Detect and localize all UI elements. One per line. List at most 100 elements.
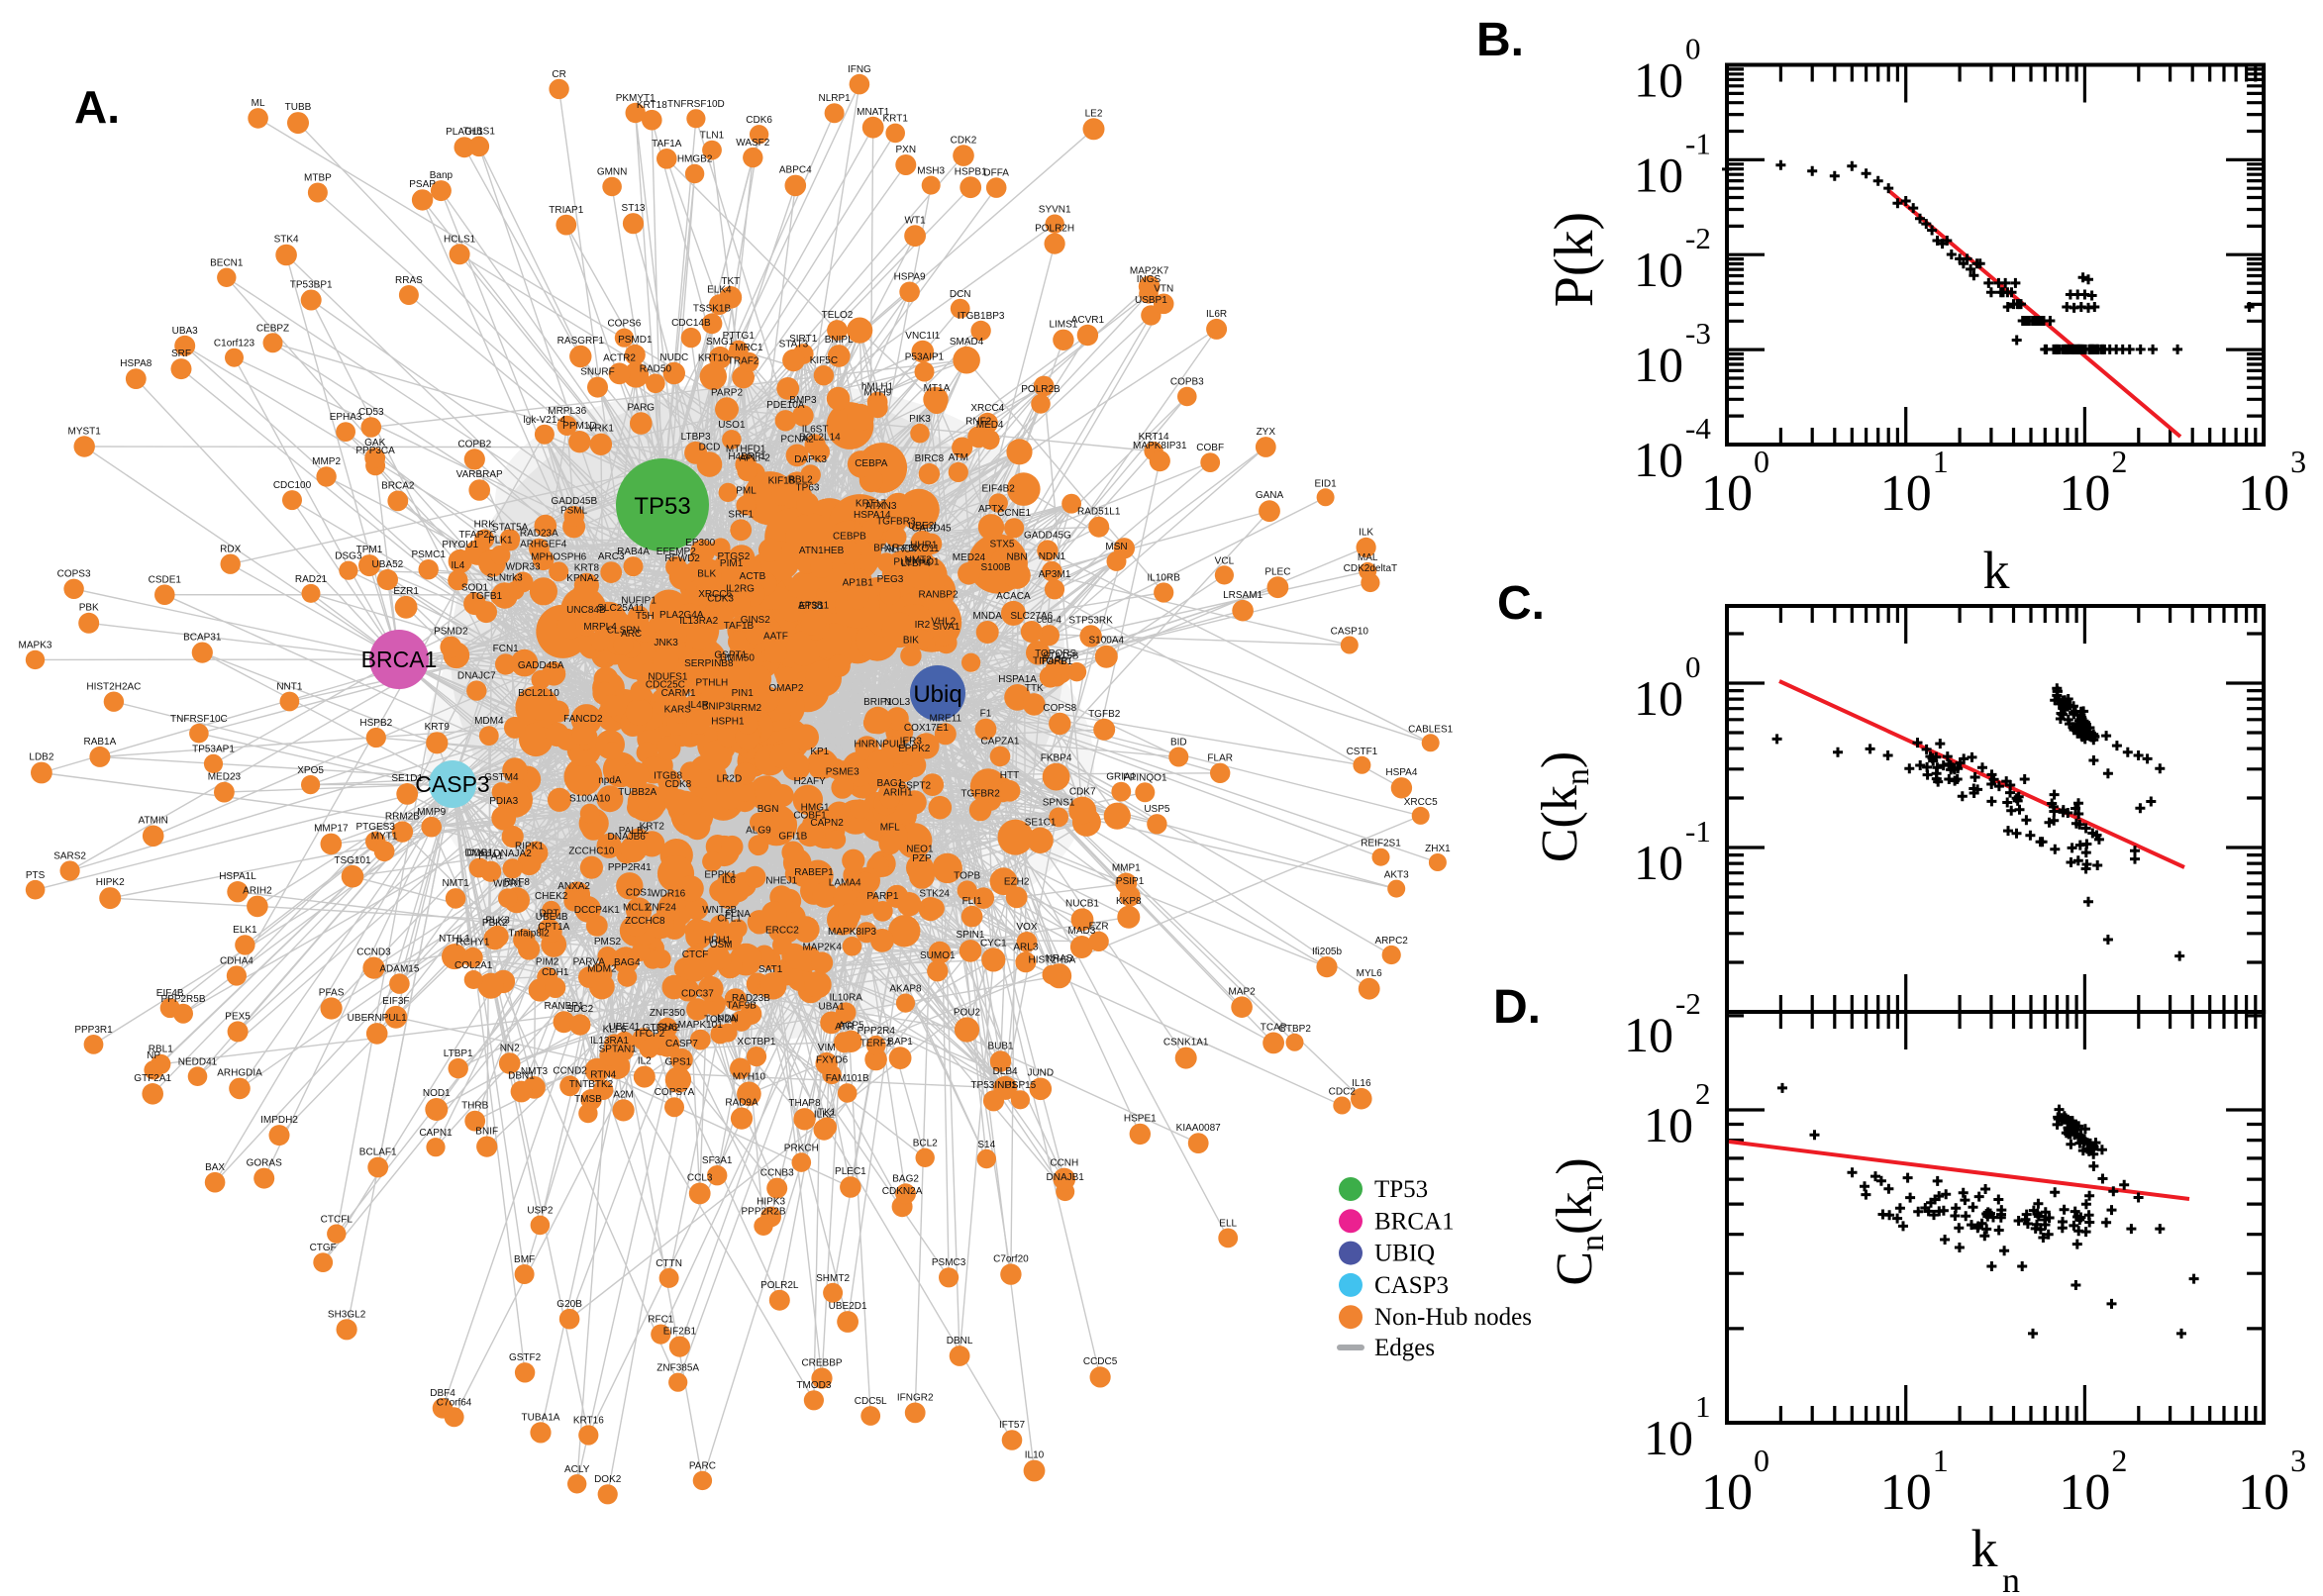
svg-text:NOD1: NOD1 [423,1088,451,1099]
svg-text:Ubiq: Ubiq [913,681,961,708]
svg-text:HSPA4: HSPA4 [1385,767,1417,778]
svg-text:FLAR: FLAR [1207,753,1233,764]
svg-text:PLK3: PLK3 [485,916,510,927]
svg-text:LTBP1: LTBP1 [444,1048,473,1059]
svg-text:SPNS1: SPNS1 [1043,798,1075,809]
svg-text:TOP2A: TOP2A [704,1014,737,1025]
svg-text:MFL: MFL [880,823,900,834]
svg-text:MAL: MAL [1358,552,1378,563]
svg-text:PEX5: PEX5 [225,1012,251,1023]
svg-text:GTBP2: GTBP2 [1278,1024,1311,1035]
svg-text:10: 10 [1634,835,1683,890]
svg-text:PTTG1: PTTG1 [723,331,756,342]
svg-text:VRK1: VRK1 [588,424,615,435]
svg-text:GFI1B: GFI1B [778,832,807,843]
svg-text:COPS6: COPS6 [607,319,641,330]
svg-text:HSPA1L: HSPA1L [219,871,256,882]
svg-text:UNC84B: UNC84B [566,605,606,616]
svg-text:npdA: npdA [598,775,622,786]
svg-text:BRCA2: BRCA2 [381,480,415,491]
svg-text:RAD21: RAD21 [295,574,328,585]
svg-text:HIST2H3A: HIST2H3A [1029,955,1076,966]
svg-text:DCN: DCN [950,289,971,300]
svg-text:F1: F1 [980,709,992,720]
svg-text:BID: BID [1170,738,1187,748]
svg-text:FXYD6: FXYD6 [816,1055,849,1066]
svg-text:CCNH: CCNH [1050,1158,1078,1169]
svg-text:ARIH2: ARIH2 [243,886,272,897]
svg-text:BCLAF1: BCLAF1 [359,1147,397,1158]
svg-text:FAM101B: FAM101B [826,1073,869,1084]
svg-text:SERPINB8: SERPINB8 [684,658,734,669]
svg-text:PMS2: PMS2 [594,937,622,948]
svg-text:PSMD1: PSMD1 [618,335,653,346]
svg-text:CTGF: CTGF [310,1243,337,1253]
svg-text:EP300: EP300 [685,538,715,549]
svg-text:TAF1A: TAF1A [652,139,682,150]
svg-text:10: 10 [2059,1464,2110,1521]
svg-text:k: k [1983,541,2010,600]
svg-text:C7orf64: C7orf64 [437,1397,472,1408]
svg-text:HIST2H2AC: HIST2H2AC [86,682,141,693]
svg-text:CCND3: CCND3 [356,947,391,957]
svg-text:BCAP31: BCAP31 [183,632,222,643]
svg-text:TRIAP1: TRIAP1 [549,205,583,216]
svg-text:NMT1: NMT1 [442,878,469,889]
svg-text:COPS3: COPS3 [57,569,91,580]
svg-text:PSIP1: PSIP1 [1116,876,1145,887]
svg-text:DNAJB1: DNAJB1 [1047,1172,1085,1183]
svg-text:BAG1: BAG1 [877,778,904,789]
svg-text:NHEJ1: NHEJ1 [765,875,797,886]
svg-text:DOK2: DOK2 [594,1474,622,1485]
svg-text:DBN1: DBN1 [508,1071,535,1082]
svg-text:BCL2: BCL2 [913,1139,938,1149]
svg-text:CCL3: CCL3 [687,1173,713,1184]
svg-text:2: 2 [1695,1076,1711,1111]
svg-text:IL2: IL2 [638,1056,652,1067]
svg-text:STX5: STX5 [989,540,1014,550]
svg-text:CEBPB: CEBPB [833,532,866,543]
svg-text:C(kn): C(kn) [1532,751,1596,862]
svg-text:ELK4: ELK4 [707,284,732,295]
svg-text:KIAA0087: KIAA0087 [1176,1123,1221,1134]
svg-text:Tnfaip8l2: Tnfaip8l2 [509,928,551,939]
svg-text:ELL: ELL [1219,1219,1237,1230]
svg-text:10: 10 [1634,52,1683,108]
svg-text:IL10RA: IL10RA [830,993,863,1004]
svg-text:USBP1: USBP1 [1135,295,1167,306]
svg-text:PBK: PBK [79,603,99,614]
svg-text:MYH9: MYH9 [864,387,892,398]
svg-text:PPP2R41: PPP2R41 [608,862,652,873]
svg-text:TUBB: TUBB [285,102,312,113]
svg-text:BCL2L10: BCL2L10 [518,688,559,699]
svg-text:PARP2: PARP2 [711,387,743,398]
svg-text:10: 10 [1701,465,1753,522]
svg-text:TGFBR2: TGFBR2 [960,789,1000,800]
svg-text:SAT1: SAT1 [758,964,783,975]
svg-text:USO1: USO1 [718,420,746,431]
svg-text:DCCP4K1: DCCP4K1 [574,905,621,916]
svg-text:MYH10: MYH10 [733,1072,766,1083]
svg-text:S100B: S100B [980,562,1010,573]
svg-text:TP53: TP53 [634,493,690,520]
svg-text:PEG3: PEG3 [877,574,904,585]
svg-text:COBF1: COBF1 [793,810,827,821]
svg-text:H4BRF1: H4BRF1 [728,451,766,462]
svg-text:PZP: PZP [912,853,932,864]
svg-text:TNFRSF10D: TNFRSF10D [667,99,725,110]
svg-text:TRAF2: TRAF2 [728,356,759,367]
svg-text:VCL: VCL [1215,555,1235,566]
svg-text:CASP7: CASP7 [665,1039,698,1049]
svg-text:SNURF: SNURF [580,367,614,378]
svg-text:MAP2: MAP2 [1228,986,1256,997]
svg-text:CFL1: CFL1 [717,914,742,925]
svg-text:ACACA: ACACA [996,591,1031,602]
svg-text:MMP17: MMP17 [314,824,349,835]
svg-text:A.: A. [74,81,120,133]
svg-text:C1orf123: C1orf123 [214,339,255,349]
svg-text:COBF: COBF [1196,443,1224,453]
svg-text:GADD45B: GADD45B [551,496,597,507]
svg-text:PARP1: PARP1 [866,891,898,902]
svg-text:-4: -4 [1685,411,1711,446]
svg-text:ZNF385A: ZNF385A [656,1363,699,1374]
